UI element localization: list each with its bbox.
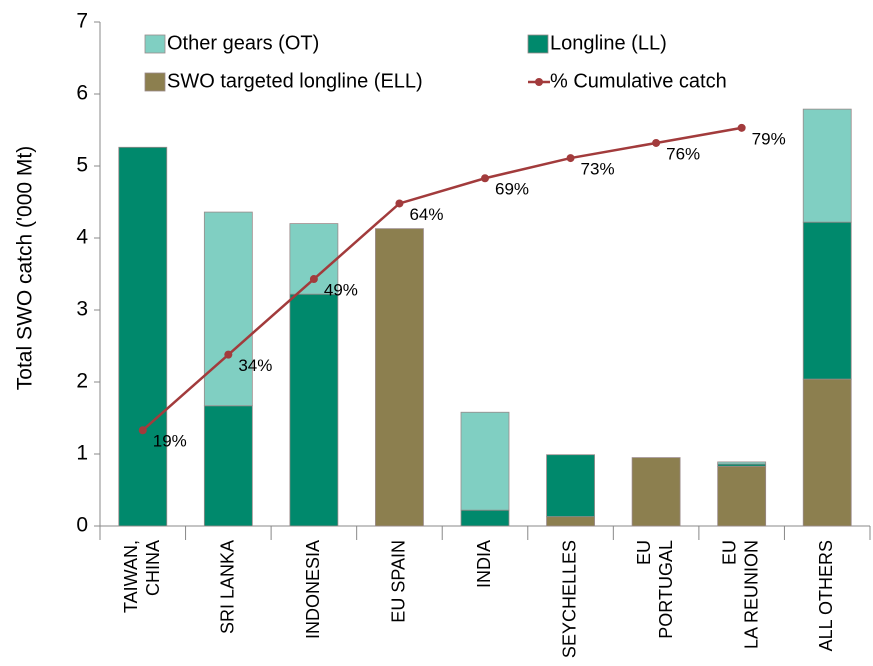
bar (289, 293, 339, 527)
bar (802, 108, 852, 223)
bar (203, 405, 253, 527)
bar (375, 228, 424, 527)
legend-swatch (144, 72, 166, 92)
x-tick-label: SRI LANKA (217, 540, 237, 634)
x-tick-label-line: PORTUGAL (656, 540, 676, 639)
data-label: 64% (409, 205, 443, 224)
bar (460, 411, 510, 511)
x-tick-label-line: INDIA (474, 540, 494, 588)
bar (118, 146, 168, 527)
x-tick-label: EU LA REUNION (719, 540, 761, 649)
bar (717, 461, 767, 465)
line-point (224, 350, 233, 359)
x-tick-label-line: TAIWAN, (121, 540, 141, 613)
legend-label: Other gears (OT) (167, 32, 319, 54)
line-point (138, 426, 147, 435)
x-tick-label-line: LA REUNION (741, 540, 761, 649)
y-tick-label: 0 (76, 514, 88, 537)
x-tick-label-line: EU (719, 540, 739, 565)
line-point (481, 174, 489, 183)
x-tick-label: EU SPAIN (388, 540, 408, 623)
x-tick-label-line: SEYCHELLES (559, 540, 579, 658)
x-tick-label-line: ALL OTHERS (816, 540, 836, 651)
bar (460, 509, 510, 527)
line (141, 126, 742, 432)
line-point (309, 275, 318, 284)
legend-label: % Cumulative catch (550, 70, 727, 92)
bar (802, 221, 852, 380)
y-tick-label: 2 (76, 370, 88, 393)
y-tick-label: 7 (76, 10, 88, 33)
legend-swatch (527, 34, 549, 54)
legend-swatch (144, 34, 166, 54)
data-label: 34% (238, 356, 272, 375)
y-tick-label: 6 (76, 82, 88, 105)
y-tick-label: 3 (76, 298, 88, 321)
x-tick-label-line: SRI LANKA (217, 540, 237, 634)
line-point (566, 154, 575, 163)
x-tick-label: TAIWAN, CHINA (121, 540, 163, 613)
y-tick-label: 1 (76, 442, 88, 465)
data-label: 76% (666, 144, 700, 163)
legend-label: Longline (LL) (550, 32, 667, 54)
x-tick-label-line: EU (634, 540, 654, 565)
bar (546, 454, 595, 518)
x-tick-label: EU PORTUGAL (634, 540, 676, 639)
data-label: 69% (495, 180, 529, 199)
bar (631, 457, 681, 527)
line-point (737, 123, 746, 132)
legend-label: SWO targeted longline (ELL) (167, 70, 423, 92)
line-point (395, 199, 404, 208)
data-label: 19% (153, 432, 187, 451)
data-label: 79% (752, 129, 786, 148)
bar (717, 465, 767, 527)
x-tick-label: ALL OTHERS (816, 540, 836, 651)
line-point (652, 138, 661, 147)
x-tick-label-line: EU SPAIN (388, 540, 408, 623)
x-tick-label: INDONESIA (303, 540, 323, 639)
x-tick-label-line: INDONESIA (303, 540, 323, 639)
data-label: 73% (581, 160, 615, 179)
bar (546, 516, 595, 527)
y-tick-label: 5 (76, 154, 88, 177)
y-axis-label: Total SWO catch ('000 Mt) (14, 146, 37, 390)
bar (802, 378, 852, 527)
y-tick-label: 4 (76, 226, 88, 249)
x-tick-label-line: CHINA (143, 540, 163, 596)
data-label: 49% (324, 281, 358, 300)
x-tick-label: INDIA (474, 540, 494, 588)
bar (203, 211, 253, 407)
x-tick-label: SEYCHELLES (559, 540, 579, 658)
legend-marker (535, 78, 543, 86)
